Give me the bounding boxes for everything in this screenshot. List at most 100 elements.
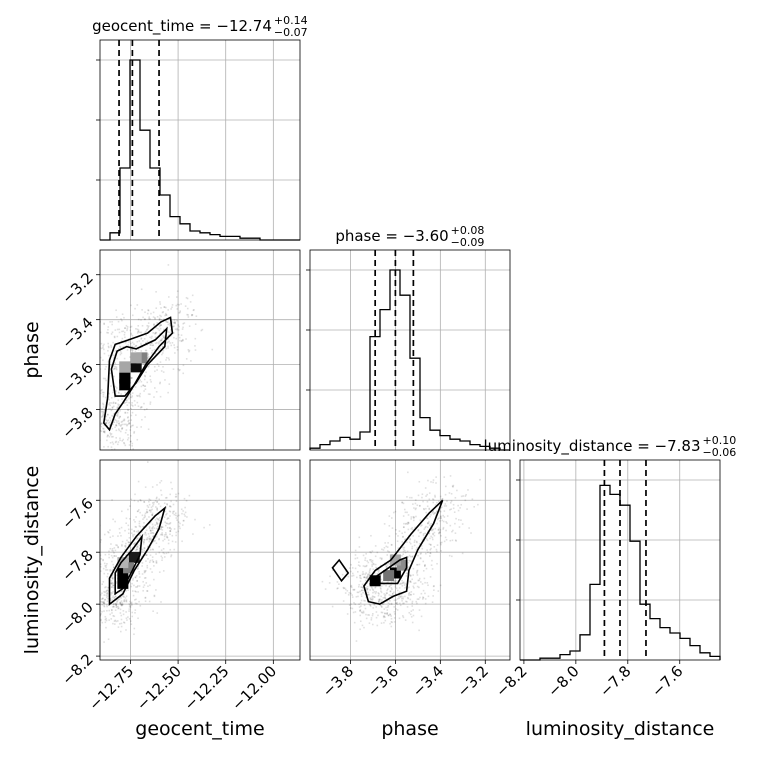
- scatter-point: [440, 541, 443, 544]
- scatter-point: [163, 318, 165, 321]
- x-tick-label-phase-1: −3.6: [364, 662, 402, 700]
- scatter-point: [385, 563, 387, 566]
- scatter-point: [129, 326, 132, 328]
- scatter-point: [366, 575, 368, 578]
- scatter-point: [97, 394, 99, 396]
- scatter-point: [103, 605, 106, 608]
- scatter-point: [140, 342, 142, 345]
- scatter-point: [119, 602, 122, 605]
- scatter-point: [409, 555, 412, 558]
- scatter-point: [395, 529, 397, 531]
- scatter-point: [158, 341, 160, 343]
- scatter-point: [376, 572, 379, 575]
- scatter-point: [167, 331, 169, 333]
- scatter-point: [114, 329, 117, 331]
- scatter-point: [144, 600, 147, 603]
- scatter-point: [444, 485, 447, 488]
- scatter-point: [380, 588, 382, 590]
- scatter-point: [186, 516, 188, 518]
- scatter-point: [378, 602, 380, 604]
- scatter-point: [166, 503, 168, 506]
- scatter-point: [100, 565, 102, 568]
- scatter-point: [126, 399, 128, 401]
- scatter-point: [155, 562, 158, 564]
- scatter-point: [416, 572, 418, 574]
- scatter-point: [113, 413, 115, 415]
- scatter-point: [391, 527, 394, 529]
- scatter-point: [130, 498, 133, 501]
- scatter-point: [168, 505, 171, 508]
- scatter-point: [426, 526, 429, 529]
- scatter-point: [412, 503, 414, 505]
- scatter-point: [109, 441, 112, 444]
- scatter-point: [418, 609, 421, 611]
- scatter-point: [90, 580, 92, 582]
- scatter-point: [160, 526, 163, 529]
- scatter-point: [151, 352, 153, 354]
- scatter-point: [102, 345, 104, 347]
- scatter-point: [133, 543, 136, 545]
- scatter-point: [380, 611, 383, 614]
- scatter-point: [111, 606, 114, 608]
- scatter-point: [421, 538, 424, 541]
- scatter-point: [112, 341, 114, 344]
- scatter-point: [138, 585, 141, 587]
- scatter-point: [105, 596, 108, 599]
- scatter-point: [123, 442, 126, 445]
- scatter-point: [431, 559, 433, 562]
- scatter-point: [125, 588, 128, 590]
- scatter-point: [133, 543, 135, 545]
- scatter-point: [100, 614, 101, 617]
- scatter-point: [161, 532, 163, 534]
- scatter-point: [138, 547, 141, 549]
- scatter-point: [108, 416, 111, 419]
- scatter-point: [111, 574, 113, 577]
- scatter-point: [153, 325, 155, 327]
- scatter-point: [131, 611, 134, 614]
- scatter-point: [122, 603, 124, 606]
- scatter-point: [377, 571, 380, 573]
- scatter-point: [182, 322, 185, 325]
- scatter-point: [123, 596, 125, 598]
- scatter-point: [133, 519, 135, 521]
- scatter-point: [146, 504, 149, 507]
- scatter-point: [370, 598, 372, 600]
- scatter-point: [172, 368, 175, 370]
- scatter-point: [381, 611, 384, 614]
- scatter-point: [96, 561, 98, 563]
- scatter-point: [106, 605, 108, 608]
- scatter-point: [105, 422, 108, 425]
- scatter-point: [129, 620, 132, 622]
- scatter-point: [163, 516, 166, 518]
- scatter-point: [138, 600, 140, 603]
- scatter-point: [156, 496, 158, 499]
- scatter-point: [152, 311, 155, 314]
- scatter-point: [380, 578, 383, 581]
- scatter-point: [165, 306, 167, 309]
- scatter-point: [95, 420, 97, 422]
- scatter-point: [108, 609, 111, 612]
- scatter-point: [366, 560, 368, 562]
- scatter-point: [438, 529, 440, 531]
- scatter-point: [160, 307, 162, 309]
- scatter-point: [165, 522, 168, 525]
- scatter-point: [119, 415, 122, 418]
- scatter-point: [393, 591, 395, 594]
- scatter-point: [106, 569, 109, 571]
- scatter-point: [367, 574, 369, 576]
- scatter-point: [127, 437, 130, 439]
- scatter-point: [117, 443, 119, 446]
- scatter-point: [180, 508, 183, 511]
- scatter-point: [115, 604, 118, 606]
- scatter-point: [402, 615, 404, 617]
- scatter-point: [169, 331, 171, 334]
- scatter-point: [142, 586, 145, 588]
- scatter-point: [109, 432, 111, 434]
- scatter-point: [370, 558, 372, 561]
- scatter-point: [450, 508, 452, 510]
- scatter-point: [155, 327, 158, 329]
- scatter-point: [176, 308, 179, 310]
- scatter-point: [160, 525, 163, 528]
- scatter-point: [468, 527, 470, 529]
- scatter-point: [152, 316, 155, 318]
